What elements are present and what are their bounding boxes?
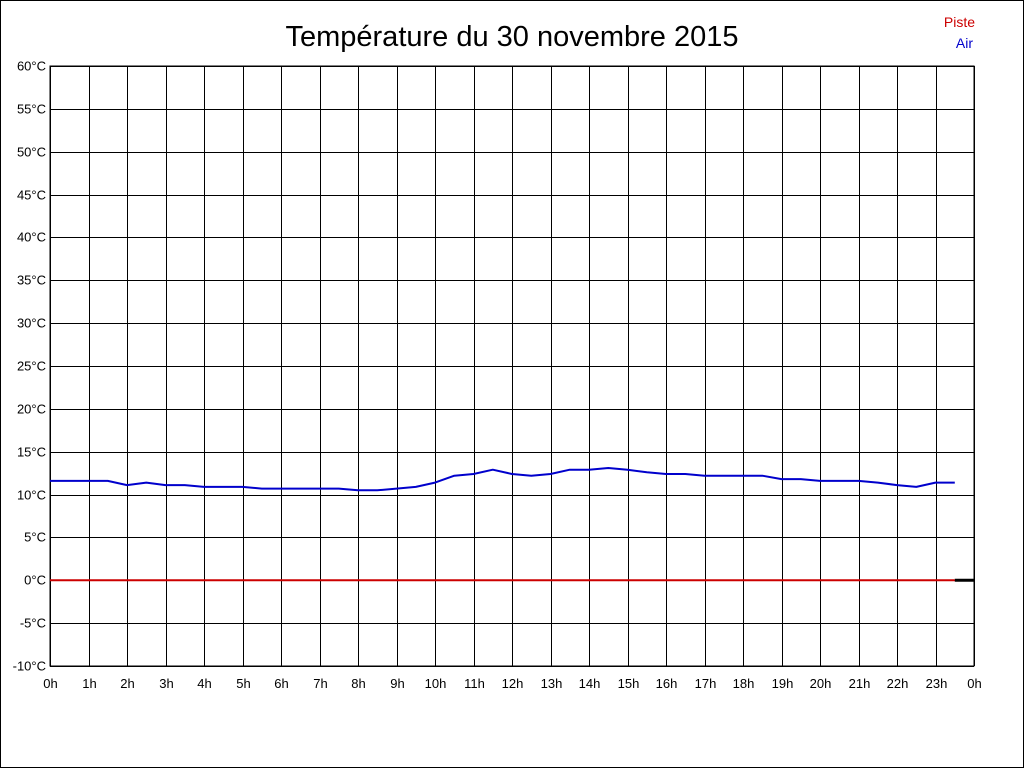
- y-axis: 60°C 55°C 50°C 45°C 40°C 35°C 30°C 25°C 20°C 15°C…: [13, 59, 46, 674]
- x-tick-label: 13h: [541, 676, 563, 691]
- x-tick-label: 18h: [733, 676, 755, 691]
- y-tick-label: 45°C: [17, 188, 46, 203]
- y-tick-label: -5°C: [20, 616, 46, 631]
- y-tick-label: 15°C: [17, 445, 46, 460]
- x-tick-label: 20h: [810, 676, 832, 691]
- chart-title: Température du 30 novembre 2015: [285, 21, 738, 53]
- y-tick-label: 0°C: [24, 573, 46, 588]
- legend-piste: Piste: [944, 14, 975, 30]
- x-axis: 0h 1h 2h 3h 4h 5h 6h 7h 8h 9h 10h 11h 12h 13h 14h 15h 16…: [43, 676, 981, 691]
- y-tick-label: -10°C: [13, 659, 46, 674]
- x-tick-label: 1h: [82, 676, 96, 691]
- y-tick-label: 25°C: [17, 359, 46, 374]
- x-tick-label: 0h: [43, 676, 57, 691]
- series-line-air: [50, 467, 955, 492]
- x-tick-label: 7h: [313, 676, 327, 691]
- x-tick-label: 19h: [772, 676, 794, 691]
- grid: [49, 65, 975, 667]
- x-tick-label: 0h: [967, 676, 981, 691]
- x-tick-label: 9h: [390, 676, 404, 691]
- y-tick-label: 30°C: [17, 316, 46, 331]
- y-tick-label: 55°C: [17, 102, 46, 117]
- x-tick-label: 22h: [887, 676, 909, 691]
- x-tick-label: 6h: [274, 676, 288, 691]
- series-lines: [50, 467, 974, 582]
- x-tick-label: 2h: [120, 676, 134, 691]
- x-tick-label: 23h: [926, 676, 948, 691]
- legend-air: Air: [956, 35, 973, 51]
- x-tick-label: 17h: [695, 676, 717, 691]
- x-tick-label: 21h: [849, 676, 871, 691]
- x-tick-label: 15h: [618, 676, 640, 691]
- y-tick-label: 5°C: [24, 530, 46, 545]
- y-tick-label: 60°C: [17, 59, 46, 74]
- x-tick-label: 11h: [464, 676, 485, 691]
- x-tick-label: 10h: [425, 676, 447, 691]
- x-tick-label: 14h: [579, 676, 601, 691]
- y-tick-label: 40°C: [17, 230, 46, 245]
- x-tick-label: 5h: [236, 676, 250, 691]
- x-tick-label: 8h: [351, 676, 365, 691]
- y-tick-label: 20°C: [17, 402, 46, 417]
- y-tick-label: 50°C: [17, 145, 46, 160]
- x-tick-label: 4h: [197, 676, 211, 691]
- x-tick-label: 12h: [502, 676, 524, 691]
- x-tick-label: 3h: [159, 676, 173, 691]
- x-tick-label: 16h: [656, 676, 678, 691]
- y-tick-label: 10°C: [17, 488, 46, 503]
- y-tick-label: 35°C: [17, 273, 46, 288]
